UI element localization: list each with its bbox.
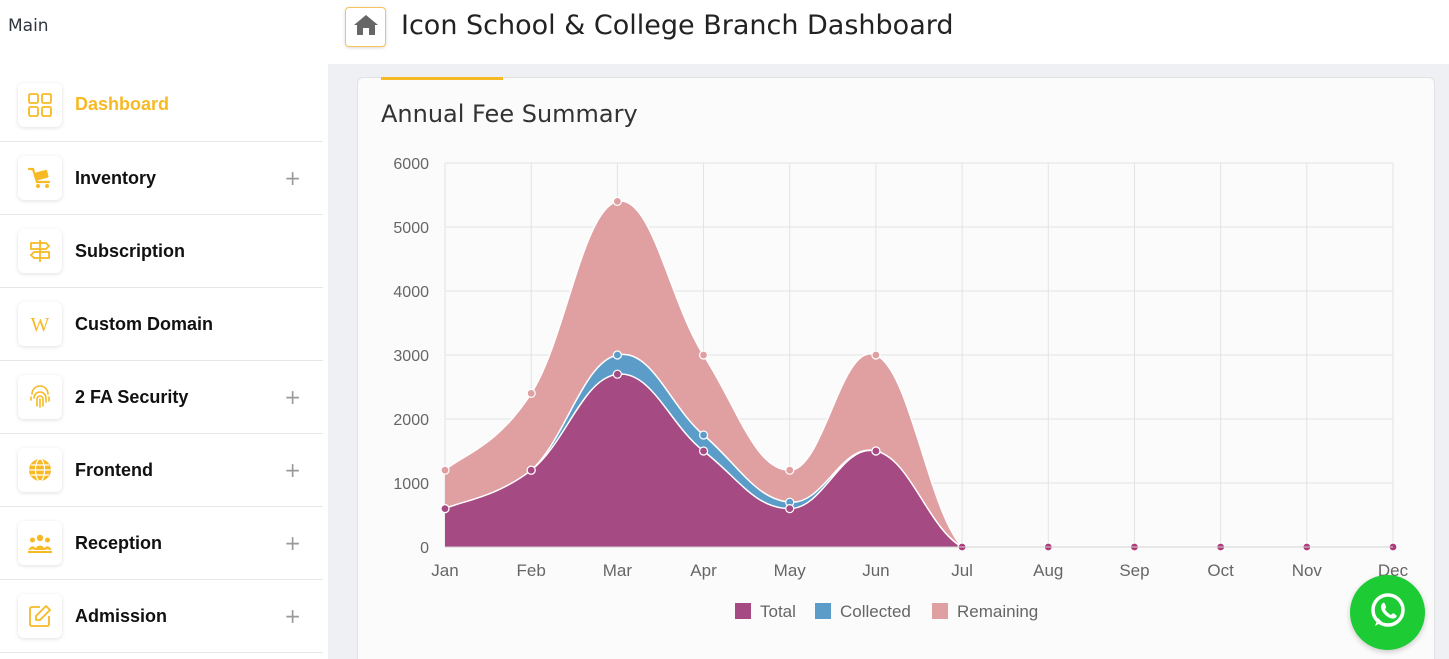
expand-icon[interactable]: + bbox=[284, 166, 301, 190]
sidebar: Main Dashboard Inventory + Subscription … bbox=[0, 0, 328, 659]
data-point-total bbox=[440, 504, 450, 514]
data-point-collected bbox=[612, 350, 622, 360]
y-tick-label: 5000 bbox=[393, 220, 429, 237]
sidebar-item-subscription[interactable]: Subscription bbox=[0, 215, 323, 288]
y-tick-label: 4000 bbox=[393, 284, 429, 301]
legend-swatch-remaining bbox=[932, 603, 948, 619]
y-tick-label: 1000 bbox=[393, 476, 429, 493]
sidebar-item-2fa-security[interactable]: 2 FA Security + bbox=[0, 361, 323, 434]
annual-fee-chart: 0 1000 2000 3000 4000 5000 6000 Jan Feb Mar Apr May… bbox=[393, 156, 1408, 621]
data-point-remaining bbox=[440, 465, 450, 475]
x-tick-label: Sep bbox=[1119, 561, 1149, 580]
sidebar-item-label: Reception bbox=[75, 532, 163, 553]
x-tick-label: Nov bbox=[1292, 561, 1323, 580]
data-point-total bbox=[526, 465, 536, 475]
legend-swatch-total bbox=[735, 603, 751, 619]
x-tick-label: Oct bbox=[1207, 561, 1234, 580]
y-tick-label: 0 bbox=[420, 540, 429, 557]
y-tick-label: 6000 bbox=[393, 156, 429, 173]
edit-icon bbox=[18, 594, 62, 638]
whatsapp-icon bbox=[1366, 589, 1410, 637]
data-point-remaining bbox=[526, 388, 536, 398]
grid-icon bbox=[18, 82, 62, 127]
sidebar-menu: Dashboard Inventory + Subscription W Cus… bbox=[0, 68, 323, 653]
expand-icon[interactable]: + bbox=[284, 458, 301, 482]
data-point-remaining bbox=[871, 350, 881, 360]
people-icon bbox=[18, 521, 62, 565]
data-point-total bbox=[871, 446, 881, 456]
y-tick-label: 3000 bbox=[393, 348, 429, 365]
main-content: Annual Fee Summary 0 1000 2000 3000 4000 5000… bbox=[328, 64, 1449, 659]
header: Icon School & College Branch Dashboard bbox=[328, 0, 1449, 64]
home-icon bbox=[353, 13, 379, 41]
sidebar-item-label: Admission bbox=[75, 605, 168, 626]
sidebar-item-reception[interactable]: Reception + bbox=[0, 507, 323, 580]
expand-icon[interactable]: + bbox=[284, 531, 301, 555]
sidebar-item-inventory[interactable]: Inventory + bbox=[0, 142, 323, 215]
x-tick-label: Jun bbox=[862, 561, 889, 580]
data-point-collected bbox=[698, 430, 709, 440]
x-tick-label: Apr bbox=[690, 561, 717, 580]
sidebar-item-custom-domain[interactable]: W Custom Domain bbox=[0, 288, 323, 361]
data-point-total bbox=[785, 504, 795, 514]
legend-label-total: Total bbox=[760, 602, 796, 621]
svg-text:W: W bbox=[31, 314, 50, 336]
sidebar-item-admission[interactable]: Admission + bbox=[0, 580, 323, 653]
series-area-total bbox=[445, 374, 1393, 547]
y-tick-label: 2000 bbox=[393, 412, 429, 429]
x-tick-label: May bbox=[774, 561, 807, 580]
sidebar-item-label: Inventory bbox=[75, 167, 157, 188]
data-point-remaining bbox=[785, 465, 795, 475]
sidebar-item-label: Custom Domain bbox=[75, 313, 214, 334]
sidebar-item-label: Frontend bbox=[75, 459, 153, 480]
home-button[interactable] bbox=[345, 7, 386, 47]
data-point-total bbox=[698, 446, 709, 456]
legend-swatch-collected bbox=[815, 603, 831, 619]
card-accent-bar bbox=[381, 77, 503, 80]
signpost-icon bbox=[18, 229, 62, 273]
card-title: Annual Fee Summary bbox=[381, 100, 638, 128]
expand-icon[interactable]: + bbox=[284, 385, 301, 409]
data-point-remaining bbox=[612, 196, 622, 207]
globe-icon bbox=[18, 448, 62, 492]
legend-label-collected: Collected bbox=[840, 602, 911, 621]
sidebar-item-label: Dashboard bbox=[75, 94, 170, 114]
legend-label-remaining: Remaining bbox=[957, 602, 1038, 621]
data-point-remaining bbox=[698, 350, 709, 360]
fee-summary-card: Annual Fee Summary 0 1000 2000 3000 4000 5000… bbox=[357, 77, 1435, 659]
sidebar-item-dashboard[interactable]: Dashboard bbox=[0, 68, 323, 142]
sidebar-item-label: 2 FA Security bbox=[75, 386, 189, 407]
data-point-total bbox=[612, 369, 622, 379]
fingerprint-icon bbox=[18, 375, 62, 419]
sidebar-section-label: Main bbox=[8, 16, 49, 36]
x-tick-label: Aug bbox=[1033, 561, 1063, 580]
whatsapp-button[interactable] bbox=[1350, 575, 1425, 650]
x-tick-label: Mar bbox=[603, 561, 633, 580]
sidebar-item-label: Subscription bbox=[75, 240, 186, 261]
x-tick-label: Jul bbox=[951, 561, 973, 580]
sidebar-item-frontend[interactable]: Frontend + bbox=[0, 434, 323, 507]
expand-icon[interactable]: + bbox=[284, 604, 301, 628]
cart-icon bbox=[18, 156, 62, 200]
page-title: Icon School & College Branch Dashboard bbox=[401, 10, 954, 41]
x-tick-label: Feb bbox=[517, 561, 546, 580]
x-tick-label: Jan bbox=[431, 561, 458, 580]
w-icon: W bbox=[18, 302, 62, 346]
